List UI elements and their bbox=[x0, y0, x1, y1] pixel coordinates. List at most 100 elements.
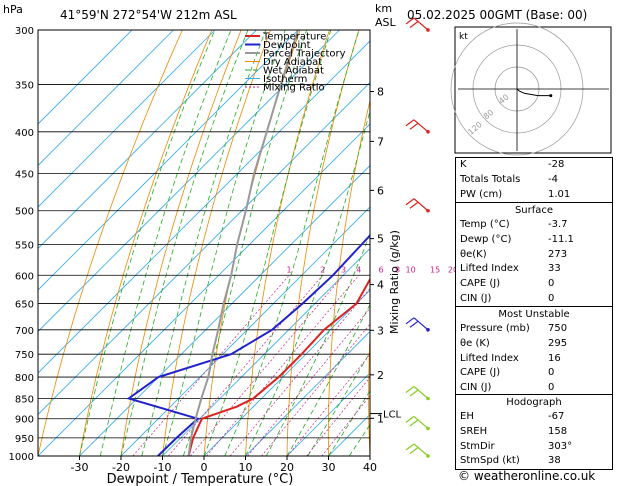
hodo-value: 303° bbox=[548, 440, 573, 452]
temp-tick-label: 10 bbox=[239, 461, 253, 474]
wet-adiabat-line bbox=[141, 30, 267, 456]
hpa-label: hPa bbox=[3, 3, 23, 16]
profile-temperature bbox=[187, 277, 370, 456]
surface-table: Surface Temp (°C) -3.7 Dewp (°C) -11.1 θe(… bbox=[455, 202, 613, 308]
km-label: km bbox=[375, 2, 392, 15]
index-label: Totals Totals bbox=[460, 173, 521, 185]
lcl-label: LCL bbox=[383, 410, 402, 421]
hodo-label: SREH bbox=[460, 425, 488, 437]
mu-label: θe (K) bbox=[460, 337, 490, 349]
surface-row: Dewp (°C) -11.1 bbox=[456, 233, 612, 248]
wind-barb-shaft bbox=[413, 317, 429, 331]
index-row-k: K -28 bbox=[456, 158, 612, 173]
km-tick-label: 1 bbox=[377, 412, 384, 425]
isotherm-line bbox=[38, 30, 257, 250]
temp-tick-label: 40 bbox=[363, 461, 377, 474]
pressure-tick-label: 900 bbox=[15, 415, 34, 426]
wind-barb-flag bbox=[405, 17, 415, 25]
km-tick-label: 8 bbox=[377, 86, 384, 99]
isotherm-line bbox=[79, 164, 370, 456]
legend-label: Parcel Trajectory bbox=[263, 49, 346, 60]
pressure-tick-label: 800 bbox=[15, 373, 34, 384]
surface-label: Temp (°C) bbox=[460, 219, 510, 230]
legend-label: Dewpoint bbox=[263, 40, 311, 51]
hodo-label: EH bbox=[460, 411, 474, 422]
surface-row: Lifted Index 33 bbox=[456, 262, 612, 277]
surface-value: 273 bbox=[548, 248, 568, 260]
sounding-profiles bbox=[126, 30, 370, 456]
mu-row: θe (K) 295 bbox=[456, 337, 612, 352]
mixing-ratio-label: 4 bbox=[356, 265, 361, 274]
isotherm-line bbox=[286, 372, 370, 456]
pressure-tick-label: 700 bbox=[15, 326, 34, 337]
mu-row: Lifted Index 16 bbox=[456, 352, 612, 367]
dry-adiabat-line bbox=[368, 328, 370, 456]
index-row-pw: PW (cm) 1.01 bbox=[456, 188, 612, 203]
mu-value: 0 bbox=[548, 382, 555, 394]
mixing-ratio-label: 1 bbox=[287, 265, 292, 274]
pressure-tick-label: 300 bbox=[15, 26, 34, 37]
mu-row: CAPE (J) 0 bbox=[456, 366, 612, 381]
surface-title: Surface bbox=[514, 205, 554, 216]
surface-row: CIN (J) 0 bbox=[456, 292, 612, 307]
wind-barb-shaft bbox=[413, 386, 429, 399]
legend-label: Temperature bbox=[262, 32, 326, 43]
surface-value: 0 bbox=[548, 292, 555, 304]
wind-barb-shaft bbox=[413, 17, 429, 31]
km-tick-label: 6 bbox=[377, 184, 384, 197]
mu-row: Pressure (mb) 750 bbox=[456, 322, 612, 337]
wet-adiabat-line bbox=[286, 303, 370, 456]
temp-tick-label: 0 bbox=[201, 461, 208, 474]
legend-label: Mixing Ratio bbox=[263, 83, 325, 94]
wind-barb-base bbox=[426, 28, 430, 32]
wind-barb-shaft bbox=[413, 443, 429, 457]
hodograph-table: Hodograph EH -67 SREH 158 StmDir 303° StmSp… bbox=[455, 394, 613, 471]
wind-barb-flag bbox=[409, 122, 419, 130]
pressure-tick-label: 1000 bbox=[9, 452, 34, 463]
legend-label: Wet Adiabat bbox=[263, 66, 324, 77]
pressure-tick-label: 850 bbox=[15, 395, 34, 406]
most-unstable-table: Most Unstable Pressure (mb) 750 θe (K) 295… bbox=[455, 306, 613, 397]
wind-barb-flag bbox=[409, 389, 419, 397]
hodograph-title: Hodograph bbox=[506, 397, 562, 408]
wind-barb-flag bbox=[409, 419, 419, 427]
km-tick-label: 4 bbox=[377, 279, 384, 292]
hodo-value: -67 bbox=[548, 411, 565, 422]
pressure-tick-label: 550 bbox=[15, 241, 34, 252]
temp-tick-label: -20 bbox=[112, 461, 130, 474]
isotherm-line bbox=[162, 247, 370, 456]
mu-value: 0 bbox=[548, 367, 555, 379]
index-value: 1.01 bbox=[548, 188, 571, 200]
wind-barb-base bbox=[426, 208, 430, 213]
surface-label: Dewp (°C) bbox=[460, 233, 512, 245]
hodo-label: StmDir bbox=[460, 440, 495, 452]
surface-value: -3.7 bbox=[548, 219, 568, 230]
isotherm-line bbox=[38, 30, 216, 208]
isotherm-line bbox=[38, 123, 370, 456]
profile-parcel-trajectory bbox=[187, 30, 299, 456]
mixing-ratio-label: 2 bbox=[320, 265, 325, 274]
dry-adiabat-line bbox=[618, 30, 629, 456]
isotherm-line bbox=[203, 289, 370, 456]
wind-barb-shaft bbox=[413, 198, 429, 212]
mu-value: 750 bbox=[548, 323, 568, 334]
wet-adiabat-line bbox=[79, 30, 216, 456]
hodograph-unit: kt bbox=[459, 32, 468, 42]
surface-row: CAPE (J) 0 bbox=[456, 277, 612, 292]
temp-tick-label: 30 bbox=[322, 461, 336, 474]
surface-value: 33 bbox=[548, 263, 561, 275]
x-axis-title: Dewpoint / Temperature (°C) bbox=[107, 472, 294, 486]
mixing-ratio-label: 3 bbox=[341, 265, 346, 274]
credit-link[interactable]: © weatheronline.co.uk bbox=[458, 469, 596, 483]
index-label: PW (cm) bbox=[460, 188, 503, 200]
isotherm-line bbox=[120, 206, 370, 456]
index-row-tt: Totals Totals -4 bbox=[456, 173, 612, 188]
hodo-row: StmDir 303° bbox=[456, 440, 612, 455]
wet-adiabat-line bbox=[182, 30, 307, 456]
mu-value: 295 bbox=[548, 337, 568, 349]
surface-label: θe(K) bbox=[460, 248, 487, 260]
isotherm-line bbox=[38, 30, 299, 291]
mixing-ratio-line bbox=[287, 354, 370, 456]
hodograph-trace bbox=[516, 88, 551, 97]
